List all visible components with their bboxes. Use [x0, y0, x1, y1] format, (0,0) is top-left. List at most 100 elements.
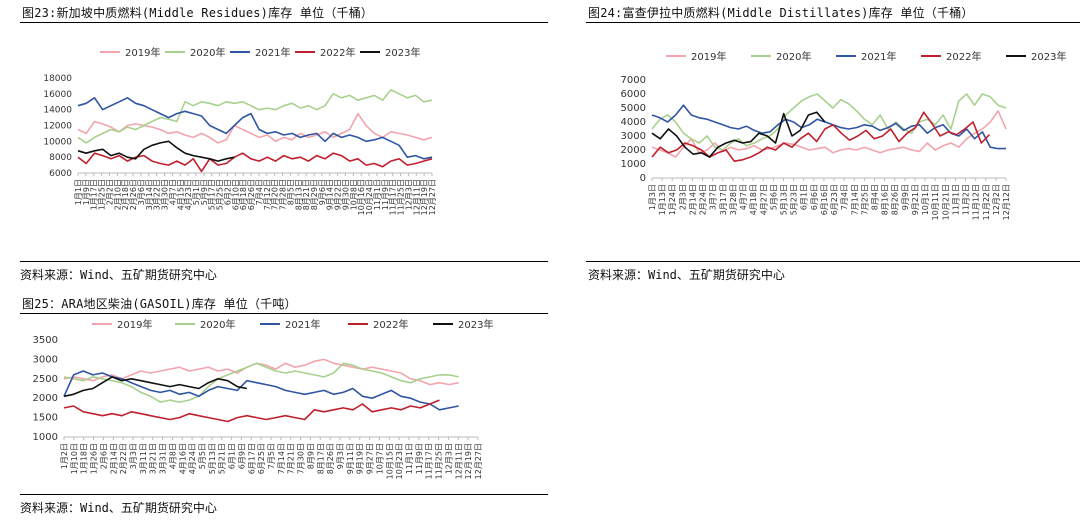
x-tick-label: 11月17日 — [425, 443, 434, 479]
x-tick-label: 8月13日 — [294, 179, 303, 210]
x-tick-label: 8月9日 — [306, 443, 315, 469]
x-tick-label: 5月17日 — [208, 179, 217, 210]
series-line-2020年 — [651, 93, 1007, 151]
x-tick-label: 9月21日 — [911, 184, 920, 215]
x-tick-label: 8月29日 — [310, 179, 319, 210]
x-tick-label: 1月2日 — [60, 443, 69, 469]
x-tick-label: 9月30日 — [341, 179, 350, 210]
chart2-source: 资料来源：Wind、五矿期货研究中心 — [588, 268, 785, 282]
x-tick-label: 2月24日 — [699, 184, 708, 215]
x-tick-label: 11月17日 — [389, 179, 398, 215]
x-tick-label: 12月3日 — [444, 443, 453, 474]
legend-label-3: 2022年 — [373, 318, 408, 331]
x-tick-label: 1月25日 — [98, 179, 107, 210]
x-tick-label: 5月25日 — [216, 179, 225, 210]
x-tick-label: 9月27日 — [366, 443, 375, 474]
x-tick-label: 2月22日 — [119, 443, 128, 474]
x-tick-label: 2月26日 — [129, 179, 138, 210]
x-tick-label: 9月22日 — [334, 179, 343, 210]
series-line-2021年 — [651, 104, 1006, 150]
x-tick-label: 9月9日 — [901, 184, 910, 210]
x-tick-label: 10月11日 — [931, 184, 940, 220]
x-tick-label: 11月9日 — [381, 179, 390, 210]
x-tick-label: 9月11日 — [346, 443, 355, 474]
x-tick-label: 10月15日 — [385, 443, 394, 479]
series-line-2019年 — [651, 110, 1007, 158]
series-line-2019年 — [77, 112, 433, 144]
chart2-title-rule — [586, 22, 1080, 23]
x-tick-label: 7月14日 — [850, 184, 859, 215]
x-tick-label: 7月30日 — [297, 443, 306, 474]
x-tick-label: 2月14日 — [688, 184, 697, 215]
legend-label-0: 2019年 — [117, 318, 152, 331]
y-tick-label: 3000 — [621, 131, 646, 142]
x-tick-label: 4月23日 — [184, 179, 193, 210]
legend-label-3: 2022年 — [946, 50, 981, 63]
x-tick-label: 6月16日 — [820, 184, 829, 215]
x-tick-label: 5月21日 — [218, 443, 227, 474]
x-tick-label: 6月26日 — [247, 179, 256, 210]
x-tick-label: 4月27日 — [759, 184, 768, 215]
series-line-2021年 — [63, 370, 459, 411]
x-tick-label: 4月16日 — [178, 443, 187, 474]
x-tick-label: 3月28日 — [729, 184, 738, 215]
x-tick-label: 6月17日 — [247, 443, 256, 474]
x-tick-label: 2月14日 — [109, 443, 118, 474]
series-line-2021年 — [77, 97, 433, 160]
x-tick-label: 6月25日 — [257, 443, 266, 474]
x-tick-label: 12月19日 — [420, 179, 429, 215]
x-tick-label: 7月21日 — [287, 443, 296, 474]
x-tick-label: 1月1日 — [74, 179, 83, 205]
x-tick-label: 11月2日 — [962, 184, 971, 215]
x-tick-label: 1月13日 — [658, 184, 667, 215]
x-tick-label: 6月10日 — [231, 179, 240, 210]
x-tick-label: 6月18日 — [239, 179, 248, 210]
x-tick-label: 8月26日 — [326, 443, 335, 474]
x-tick-label: 10月1日 — [921, 184, 930, 215]
x-tick-label: 4月18日 — [749, 184, 758, 215]
x-tick-label: 8月21日 — [302, 179, 311, 210]
series-line-2023年 — [77, 140, 235, 162]
y-tick-label: 1500 — [33, 413, 58, 424]
y-tick-label: 1000 — [33, 432, 58, 443]
x-tick-label: 3月3日 — [129, 443, 138, 469]
y-tick-label: 4000 — [621, 117, 646, 128]
y-tick-label: 2000 — [621, 145, 646, 156]
x-tick-label: 5月1日 — [192, 179, 201, 205]
x-tick-label: 5月13日 — [779, 184, 788, 215]
x-tick-label: 4月7日 — [168, 179, 177, 205]
y-tick-label: 5000 — [621, 103, 646, 114]
chart3-title: 图25：ARA地区柴油(GASOIL)库存 单位（千吨） — [22, 297, 297, 311]
x-tick-label: 2月2日 — [105, 179, 114, 205]
x-tick-label: 4月8日 — [168, 443, 177, 469]
x-tick-label: 4月7日 — [739, 184, 748, 210]
x-tick-label: 3月11日 — [139, 443, 148, 474]
x-tick-label: 10月8日 — [349, 179, 358, 210]
x-tick-label: 2月6日 — [99, 443, 108, 469]
x-tick-label: 7月20日 — [271, 179, 280, 210]
legend-label-1: 2020年 — [776, 50, 811, 63]
x-tick-label: 7月5日 — [267, 443, 276, 469]
x-tick-label: 11月1日 — [405, 443, 414, 474]
x-tick-label: 10月7日 — [375, 443, 384, 474]
chart1-figure: 2019年 2020年 2021年 2022年 2023年 18000 16000 14000… — [43, 46, 437, 215]
x-tick-label: 11月22日 — [982, 184, 991, 220]
x-tick-label: 8月26日 — [891, 184, 900, 215]
series-line-2020年 — [77, 89, 433, 144]
x-tick-label: 6月9日 — [237, 443, 246, 469]
x-tick-label: 3月17日 — [719, 184, 728, 215]
series-line-2023年 — [651, 111, 826, 158]
x-tick-label: 5月9日 — [200, 179, 209, 205]
x-tick-label: 7月4日 — [840, 184, 849, 210]
series-line-2020年 — [63, 362, 459, 403]
y-tick-label: 3000 — [33, 354, 58, 365]
y-tick-label: 1000 — [621, 159, 646, 170]
x-tick-label: 5月5日 — [198, 443, 207, 469]
series-line-2022年 — [63, 399, 440, 423]
x-tick-label: 1月26日 — [90, 443, 99, 474]
x-tick-label: 10月21日 — [941, 184, 950, 220]
legend-label-0: 2019年 — [125, 46, 160, 59]
x-tick-label: 5月23日 — [790, 184, 799, 215]
legend-label-3: 2022年 — [320, 46, 355, 59]
x-tick-label: 3月6日 — [137, 179, 146, 205]
